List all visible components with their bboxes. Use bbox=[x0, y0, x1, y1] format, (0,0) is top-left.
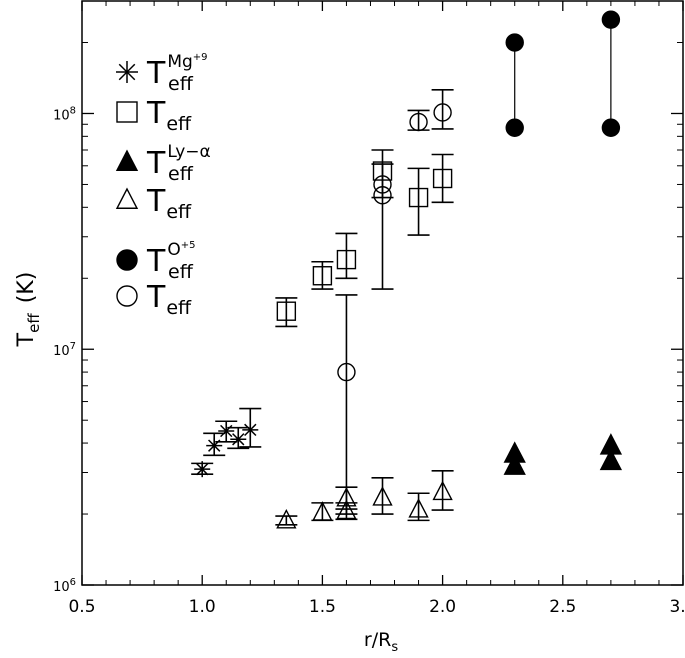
x-axis-label: r/Rs bbox=[364, 629, 398, 655]
asterisk-marker bbox=[230, 431, 247, 448]
triangle-filled-marker bbox=[115, 149, 139, 171]
y-tick-label: 106 bbox=[53, 577, 76, 595]
triangle-filled-marker bbox=[503, 453, 526, 475]
x-tick-label: 2.0 bbox=[429, 597, 456, 617]
triangle-marker bbox=[336, 499, 357, 520]
circle-filled-marker bbox=[601, 118, 621, 137]
triangle-marker bbox=[372, 486, 393, 506]
circle-filled-marker bbox=[505, 118, 524, 137]
square-marker bbox=[116, 101, 138, 123]
asterisk-marker bbox=[194, 461, 211, 478]
triangle-marker bbox=[276, 508, 297, 529]
x-tick-label: 1.0 bbox=[189, 597, 216, 617]
triangle-marker bbox=[408, 498, 429, 518]
data-markers bbox=[194, 10, 623, 529]
square-marker bbox=[372, 161, 393, 181]
asterisk-marker bbox=[116, 61, 138, 83]
square-marker bbox=[408, 187, 429, 208]
asterisk-marker bbox=[218, 423, 235, 440]
circle-marker bbox=[116, 285, 138, 307]
legend-label: T Ly−α bbox=[146, 142, 211, 181]
y-axis-label-unit: (K) bbox=[14, 272, 39, 304]
circle-filled-marker bbox=[116, 249, 138, 271]
y-axis-label-main: T bbox=[14, 332, 39, 347]
legend-label: Teff bbox=[146, 96, 192, 135]
plot-frame bbox=[81, 0, 684, 586]
triangle-filled-marker bbox=[599, 448, 623, 471]
legend-label: Teff bbox=[146, 280, 192, 319]
triangle-marker bbox=[115, 187, 139, 209]
y-tick-label: 108 bbox=[53, 105, 76, 123]
x-axis-label-sub: s bbox=[391, 640, 398, 655]
legend-label: T O+5 bbox=[146, 240, 195, 279]
x-tick-label: 2.5 bbox=[549, 597, 576, 617]
x-tick-label: 3.0 bbox=[669, 597, 685, 617]
x-tick-labels: 0.5 1.0 1.5 2.0 2.5 3.0 bbox=[68, 597, 685, 617]
triangle-marker bbox=[312, 501, 333, 521]
legend-label-sub: eff bbox=[168, 163, 194, 185]
asterisk-marker bbox=[242, 421, 259, 438]
circle-marker bbox=[373, 186, 392, 205]
circle-filled-marker bbox=[601, 10, 621, 29]
circle-filled-marker bbox=[505, 33, 524, 52]
circle-marker bbox=[337, 362, 356, 382]
error-bars bbox=[191, 19, 612, 526]
circle-marker bbox=[373, 175, 392, 194]
legend-label: Teff bbox=[146, 184, 192, 223]
legend-label-sub: eff bbox=[168, 261, 194, 283]
legend-label-sub: eff bbox=[168, 73, 194, 95]
y-axis-label: Teff (K) bbox=[14, 272, 43, 348]
triangle-marker bbox=[432, 480, 453, 501]
y-axis-label-sub: eff bbox=[25, 313, 43, 333]
x-axis-label-main: r/R bbox=[364, 629, 391, 651]
triangle-marker bbox=[336, 486, 357, 507]
legend-label: T Mg+9 bbox=[146, 52, 208, 91]
square-marker bbox=[276, 301, 297, 321]
square-marker bbox=[312, 266, 333, 286]
axis-ticks bbox=[81, 1, 684, 586]
asterisk-marker bbox=[206, 437, 223, 454]
y-tick-labels: 106 107 108 bbox=[53, 105, 76, 595]
x-tick-label: 1.5 bbox=[309, 597, 336, 617]
x-tick-label: 0.5 bbox=[68, 597, 95, 617]
circle-marker bbox=[433, 103, 452, 122]
circle-marker bbox=[409, 112, 428, 132]
square-marker bbox=[336, 249, 357, 270]
square-marker bbox=[432, 168, 453, 189]
y-tick-label: 107 bbox=[53, 341, 76, 359]
